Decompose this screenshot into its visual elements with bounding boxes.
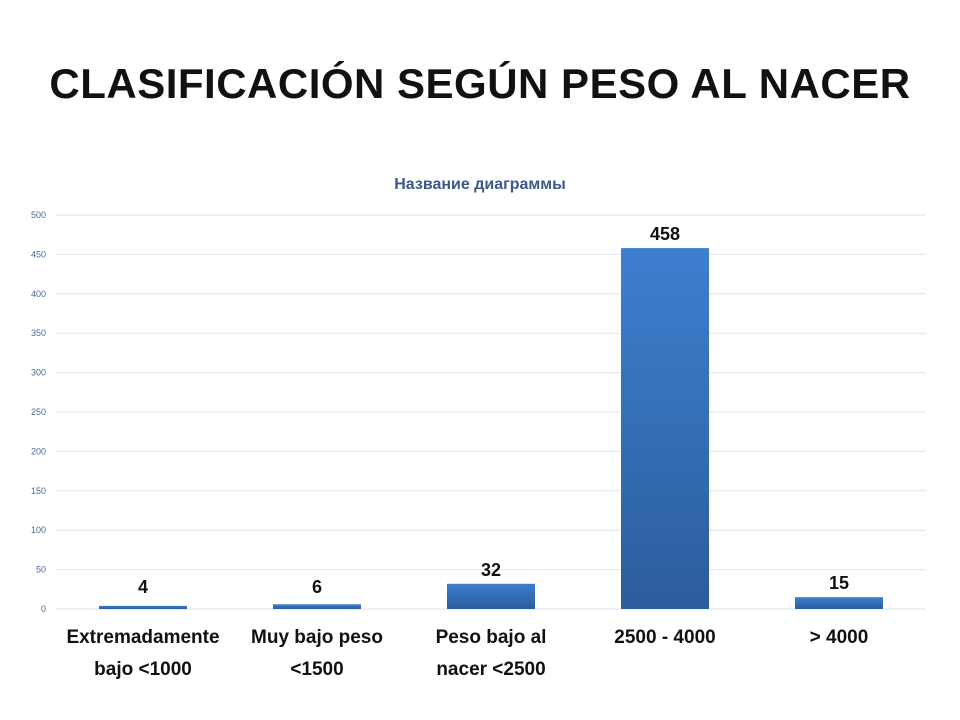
data-labels: 4 6 32 458 15 (138, 224, 849, 597)
y-tick-label: 0 (41, 604, 46, 614)
y-tick-label: 450 (31, 249, 46, 259)
bar (795, 597, 883, 609)
y-tick-label: 400 (31, 289, 46, 299)
y-tick-label: 350 (31, 328, 46, 338)
x-category-label: nacer <2500 (436, 659, 545, 680)
y-tick-label: 250 (31, 407, 46, 417)
bar (273, 604, 361, 609)
x-category-label: > 4000 (810, 627, 869, 648)
y-tick-label: 150 (31, 486, 46, 496)
y-tick-label: 100 (31, 525, 46, 535)
y-axis-ticks: 0 50 100 150 200 250 300 350 400 450 500 (31, 210, 46, 614)
slide-title: CLASIFICACIÓN SEGÚN PESO AL NACER (49, 60, 911, 107)
data-label: 458 (650, 224, 680, 244)
chart-title: Название диаграммы (394, 176, 566, 193)
data-label: 15 (829, 573, 849, 593)
x-category-label: 2500 - 4000 (614, 627, 715, 648)
y-tick-label: 500 (31, 210, 46, 220)
data-label: 32 (481, 560, 501, 580)
y-tick-label: 50 (36, 565, 46, 575)
x-category-label: Extremadamente (66, 627, 219, 648)
x-category-label: Muy bajo peso (251, 627, 383, 648)
y-tick-label: 200 (31, 446, 46, 456)
data-label: 6 (312, 577, 322, 597)
category-labels: Extremadamente bajo <1000 Muy bajo peso <15… (66, 627, 868, 680)
bar (99, 605, 187, 609)
data-label: 4 (138, 577, 148, 597)
y-tick-label: 300 (31, 368, 46, 378)
bar (621, 248, 709, 609)
x-category-label: bajo <1000 (94, 659, 192, 680)
x-category-label: Peso bajo al (436, 627, 547, 648)
x-category-label: <1500 (290, 659, 343, 680)
bar (447, 583, 535, 609)
gridlines (56, 214, 926, 610)
bars (99, 248, 883, 609)
